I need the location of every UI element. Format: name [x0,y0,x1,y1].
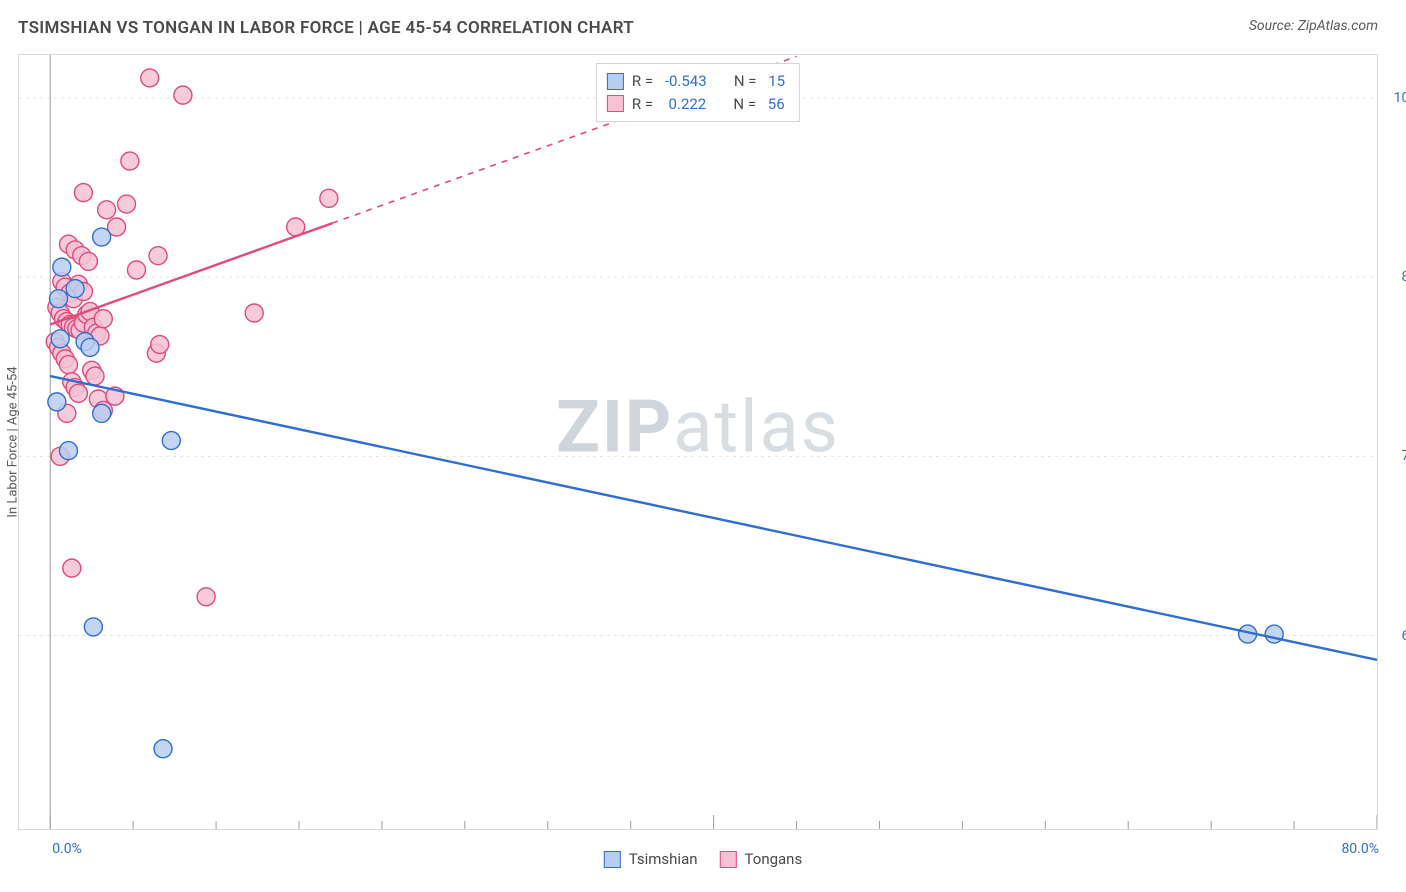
legend-swatch [607,95,624,112]
legend-swatch [720,851,737,868]
source-label: Source: ZipAtlas.com [1249,18,1378,34]
chart-container: ZIPatlas In Labor Force | Age 45-54 R = … [18,54,1378,830]
series-legend: Tsimshian Tongans [604,850,802,868]
chart-title: TSIMSHIAN VS TONGAN IN LABOR FORCE | AGE… [18,18,634,38]
legend-swatch [604,851,621,868]
legend-label: Tsimshian [629,850,698,868]
y-tick-label: 62.5% [1401,628,1406,644]
scatter-plot [19,55,1377,829]
legend-row: R = 0.222 N = 56 [607,93,785,116]
y-tick-label: 87.5% [1401,269,1406,285]
legend-swatch [607,73,624,90]
x-min-label: 0.0% [52,841,82,857]
legend-item: Tongans [720,850,803,868]
y-tick-label: 75.0% [1401,448,1406,464]
legend-row: R = -0.543 N = 15 [607,70,785,93]
correlation-legend: R = -0.543 N = 15R = 0.222 N = 56 [596,63,800,122]
legend-label: Tongans [745,850,803,868]
legend-item: Tsimshian [604,850,698,868]
x-max-label: 80.0% [1341,841,1379,857]
y-tick-label: 100.0% [1394,90,1406,106]
